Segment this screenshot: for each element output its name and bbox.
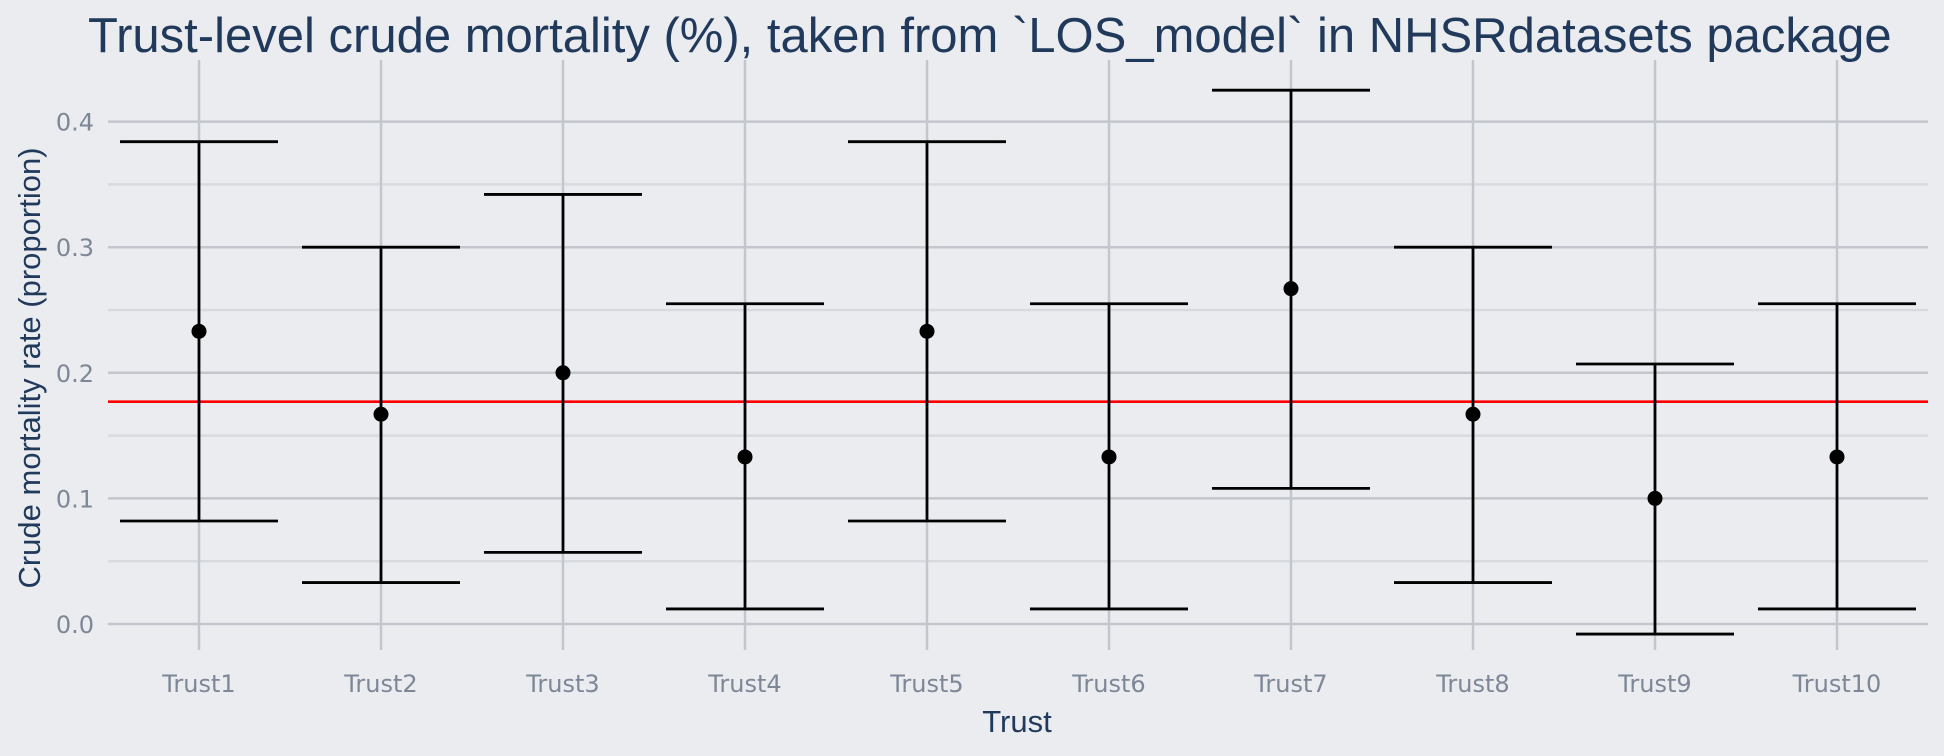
x-axis-title: Trust	[982, 704, 1052, 739]
y-tick-label: 0.2	[56, 360, 94, 388]
x-tick-label: Trust9	[1617, 670, 1691, 698]
x-tick-label: Trust1	[161, 670, 235, 698]
data-point	[919, 323, 935, 339]
y-tick-label: 0.4	[56, 109, 94, 137]
error-bar-trust7	[1212, 88, 1370, 490]
error-bar-trust3	[484, 193, 642, 554]
error-bar-trust8	[1394, 245, 1552, 584]
data-point	[555, 365, 571, 381]
x-tick-label: Trust6	[1071, 670, 1145, 698]
x-tick-label: Trust4	[707, 670, 781, 698]
x-tick-label: Trust5	[889, 670, 963, 698]
data-point	[1465, 406, 1481, 422]
data-point	[1647, 490, 1663, 506]
error-bar-trust4	[666, 302, 824, 611]
error-bar-trust1	[120, 140, 278, 523]
error-bar-trust6	[1030, 302, 1188, 611]
tick-labels: 0.0 0.1 0.2 0.3 0.4 Trust1 Trust2 Trust3 Trust4 T…	[56, 109, 1882, 698]
error-bar-trust9	[1576, 362, 1734, 636]
x-tick-label: Trust2	[343, 670, 417, 698]
data-point	[373, 406, 389, 422]
y-tick-label: 0.3	[56, 234, 94, 262]
y-tick-label: 0.1	[56, 485, 94, 513]
error-bar-trust10	[1758, 302, 1916, 611]
chart-title: Trust-level crude mortality (%), taken f…	[88, 9, 1892, 63]
data-point	[737, 449, 753, 465]
data-point	[1101, 449, 1117, 465]
x-tick-label: Trust7	[1253, 670, 1327, 698]
error-bars	[120, 88, 1916, 636]
y-tick-label: 0.0	[56, 611, 94, 639]
error-bar-trust2	[302, 245, 460, 584]
data-point	[191, 323, 207, 339]
x-tick-label: Trust8	[1435, 670, 1509, 698]
data-point	[1829, 449, 1845, 465]
data-point	[1283, 281, 1299, 297]
x-tick-label: Trust10	[1792, 670, 1882, 698]
x-tick-label: Trust3	[525, 670, 599, 698]
error-bar-trust5	[848, 140, 1006, 523]
y-axis-title: Crude mortality rate (proportion)	[12, 147, 47, 588]
